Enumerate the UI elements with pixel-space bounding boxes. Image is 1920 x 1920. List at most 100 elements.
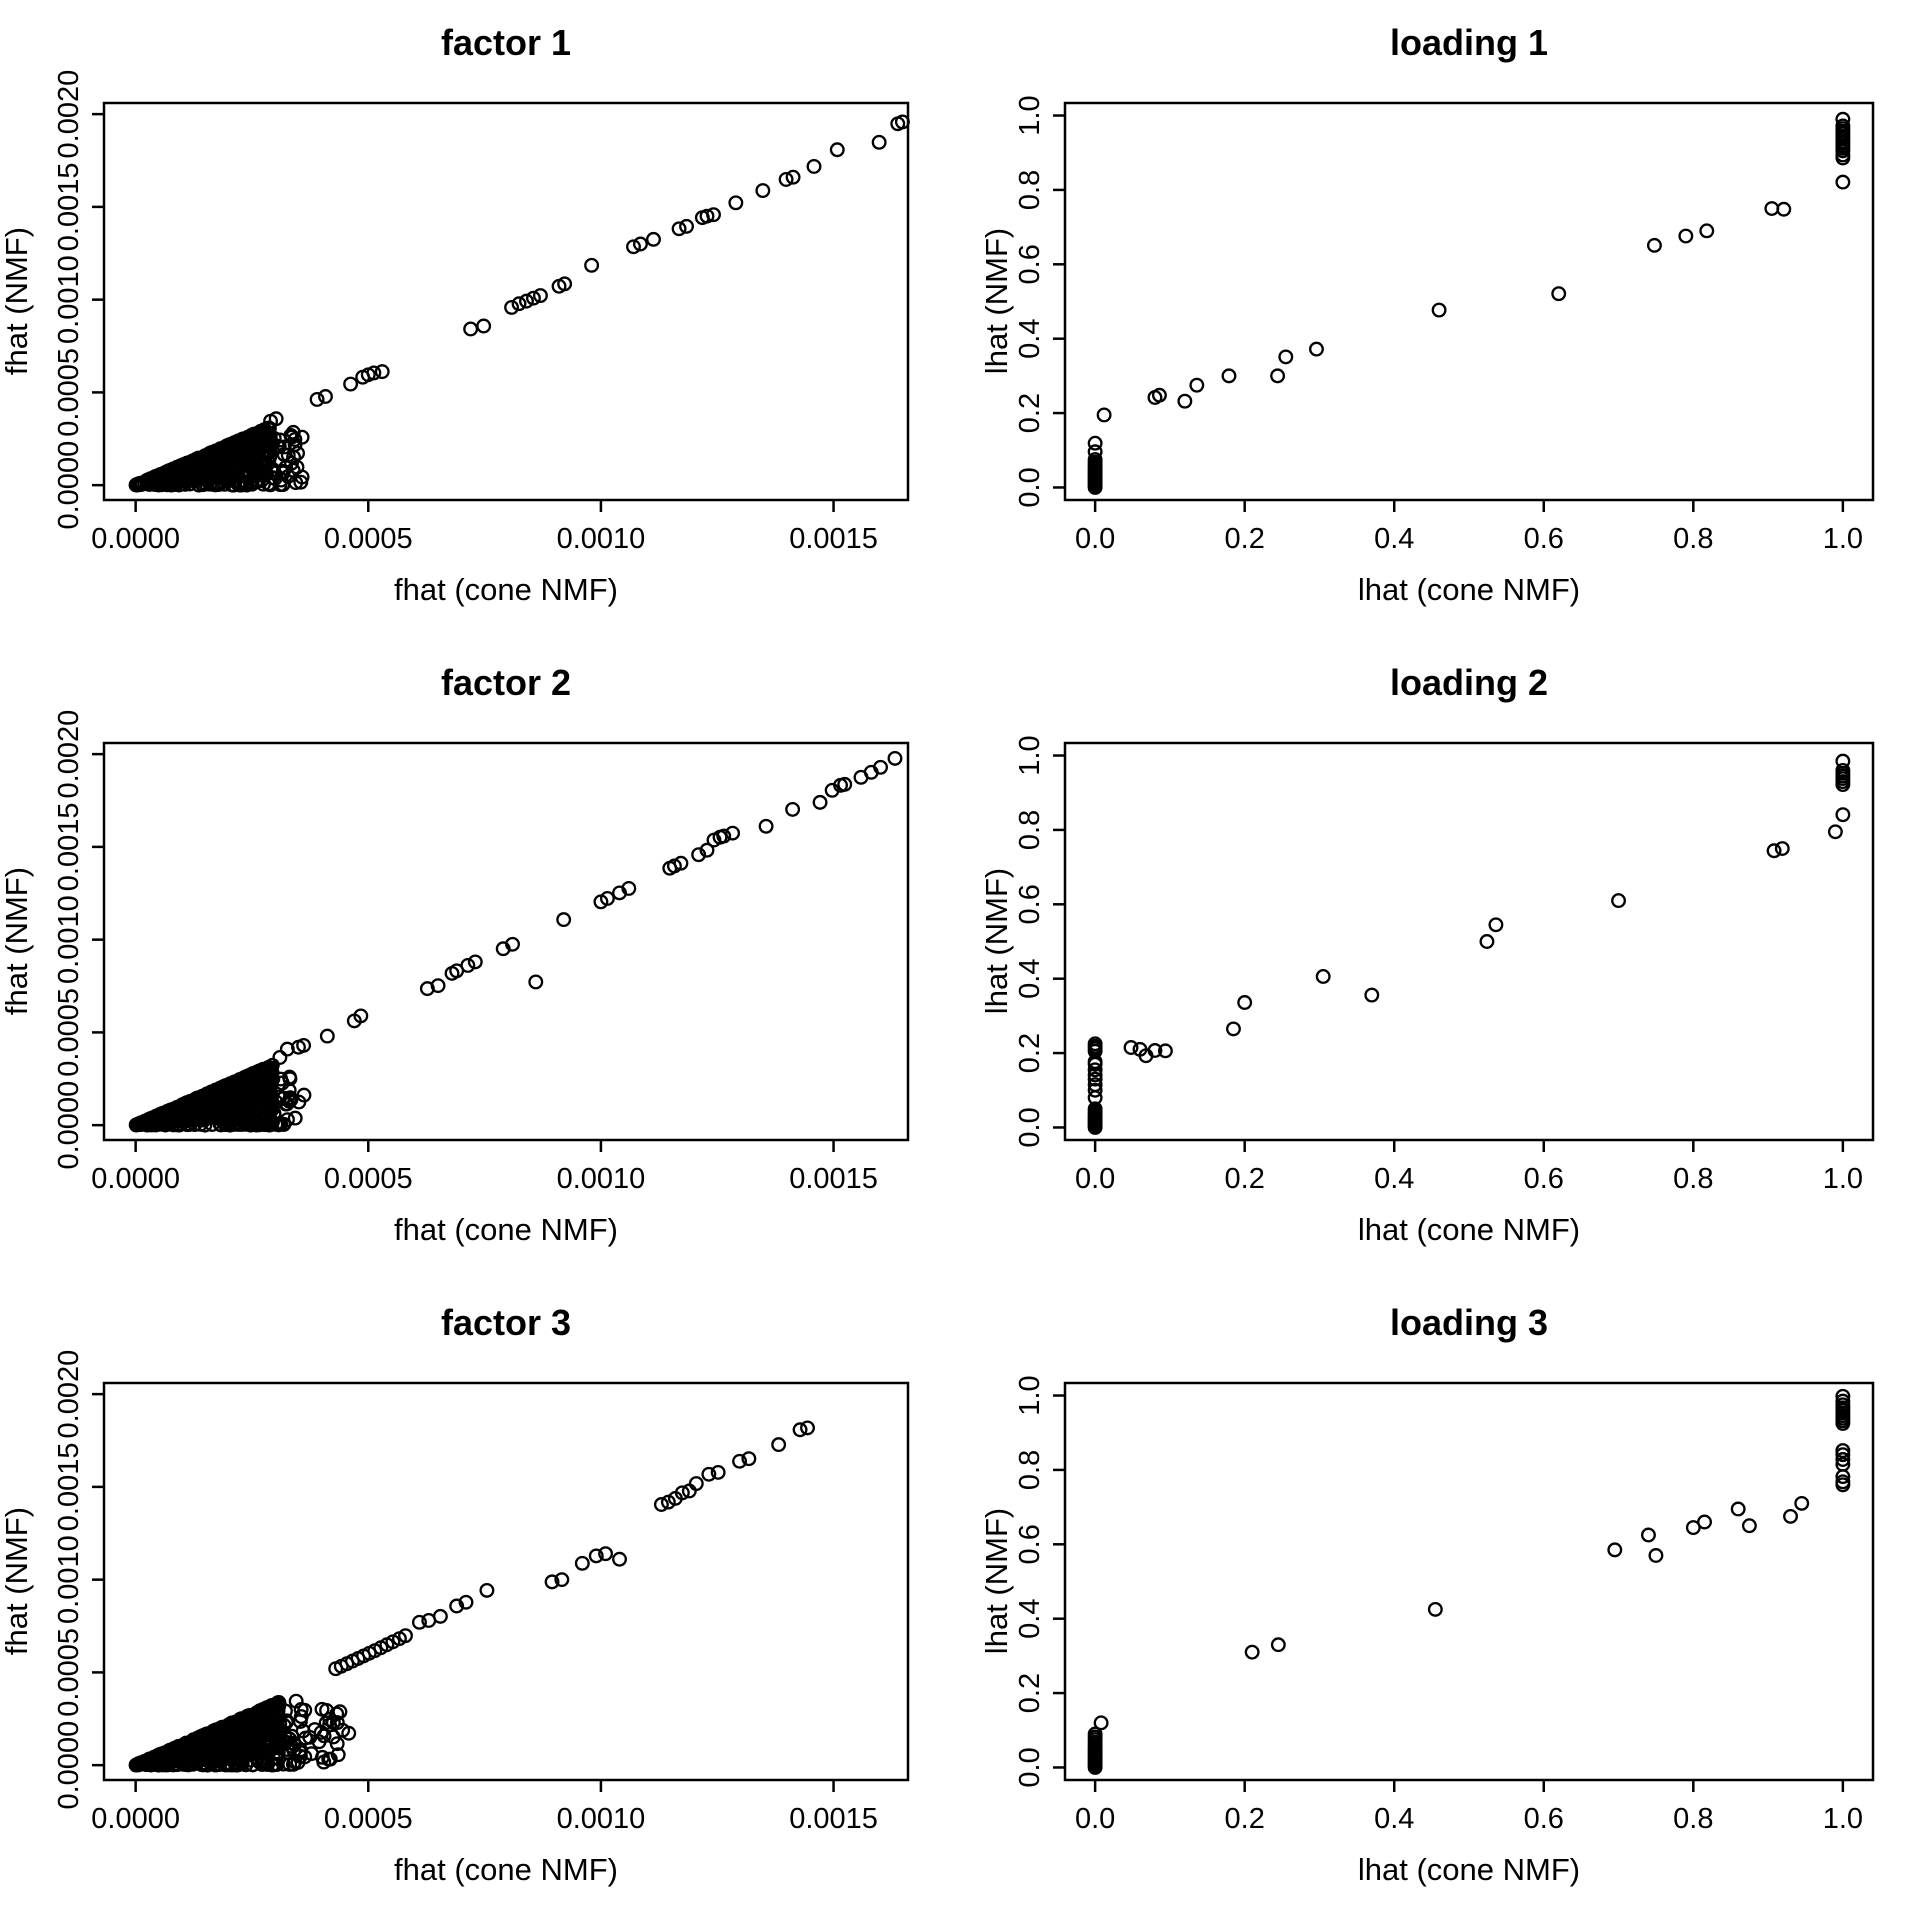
y-tick-label: 0.6 (1014, 884, 1046, 924)
data-point (272, 477, 288, 493)
data-point (264, 1116, 279, 1132)
data-point (1678, 228, 1694, 244)
data-point (1794, 1495, 1810, 1511)
y-tick-label: 0.2 (1014, 393, 1046, 433)
y-axis-label: fhat (NMF) (0, 1507, 34, 1655)
data-point (476, 318, 492, 334)
data-point (691, 847, 707, 863)
panel-loading-2: 0.0 0.2 0.4 0.6 0.8 1.0 0.0 0.2 0.4 0.6 0.8 1.0 loa… (960, 640, 1920, 1280)
data-point (1835, 174, 1851, 190)
y-tick-label: 0.6 (1014, 1524, 1046, 1564)
y-tick-label: 1.0 (1014, 1375, 1046, 1415)
data-point (1087, 1726, 1103, 1742)
data-point (206, 455, 222, 471)
data-point (329, 1706, 345, 1722)
x-axis-label: fhat (cone NMF) (394, 1212, 618, 1247)
data-point (532, 288, 548, 304)
data-point (1648, 1548, 1664, 1563)
data-point (758, 818, 774, 834)
x-tick-label: 0.0 (1075, 1803, 1115, 1835)
data-point (287, 1110, 303, 1126)
data-point (1431, 302, 1447, 318)
data-point (266, 462, 282, 478)
x-tick-label: 0.0005 (324, 1803, 413, 1835)
data-point (252, 1117, 268, 1132)
data-point (710, 1464, 726, 1480)
data-point (1835, 1447, 1851, 1463)
data-point (1226, 1021, 1241, 1037)
data-point (1835, 1474, 1851, 1490)
y-tick-label: 0.4 (1014, 1599, 1046, 1639)
data-point (1087, 1082, 1103, 1098)
plot-title: loading 3 (1390, 1302, 1548, 1343)
data-point (270, 1116, 286, 1132)
data-point (1551, 286, 1567, 302)
data-point (1835, 1456, 1851, 1472)
data-point (343, 376, 359, 392)
data-point (653, 1497, 669, 1512)
data-point (1766, 843, 1782, 859)
x-tick-label: 0.8 (1673, 1163, 1713, 1195)
data-point (806, 158, 822, 174)
data-point (238, 1083, 254, 1099)
plot-area: 0.0000 0.0005 0.0010 0.00150.00000.00050.00… (53, 1350, 910, 1835)
y-tick-label: 0.8 (1014, 170, 1046, 210)
data-point (269, 1756, 285, 1772)
data-point (284, 1738, 299, 1754)
data-point (165, 1757, 181, 1773)
data-point (278, 1703, 293, 1719)
data-point (755, 183, 771, 199)
data-point (1730, 1501, 1746, 1517)
data-point (202, 476, 218, 492)
data-point (725, 825, 741, 841)
data-point (200, 1757, 216, 1773)
x-tick-label: 0.2 (1225, 1163, 1265, 1195)
y-tick-label: 0.0005 (53, 988, 85, 1077)
data-point (1783, 1508, 1798, 1524)
data-point (1488, 917, 1504, 933)
plot-area: 0.0 0.2 0.4 0.6 0.8 1.0 0.0 0.2 0.4 0.6 0.8 1.0 (1014, 1375, 1875, 1835)
data-point (1123, 1040, 1139, 1055)
data-point (1270, 368, 1286, 384)
y-tick-label: 0.0 (1014, 1747, 1046, 1787)
data-point (432, 1608, 448, 1624)
y-axis-label: lhat (NMF) (979, 868, 1014, 1014)
data-point (230, 1116, 246, 1132)
data-point (1087, 435, 1103, 451)
scatter-plot-loading-1: 0.0 0.2 0.4 0.6 0.8 1.0 0.0 0.2 0.4 0.6 0.8 1.0 loa… (979, 22, 1875, 607)
y-tick-label: 0.0010 (53, 255, 85, 344)
data-point (256, 476, 271, 492)
y-tick-label: 0.0020 (53, 1350, 85, 1439)
plot-area: 0.0 0.2 0.4 0.6 0.8 1.0 0.0 0.2 0.4 0.6 0.8 1.0 (1014, 95, 1875, 555)
x-tick-label: 0.0010 (557, 523, 646, 555)
data-point (156, 1757, 172, 1772)
data-point (699, 208, 715, 224)
data-point (812, 794, 828, 810)
data-point (197, 1117, 213, 1133)
data-point (574, 1555, 590, 1571)
data-point (1096, 407, 1112, 423)
data-point (505, 936, 520, 952)
x-tick-label: 0.2 (1225, 523, 1265, 555)
y-tick-label: 0.0 (1014, 1107, 1046, 1147)
data-point (231, 445, 247, 461)
data-point (887, 750, 903, 766)
data-point (528, 974, 544, 990)
data-point (599, 891, 615, 906)
data-point (646, 231, 661, 247)
data-point (232, 477, 247, 493)
y-tick-label: 0.4 (1014, 319, 1046, 359)
x-tick-label: 0.0005 (324, 1163, 413, 1195)
data-point (251, 436, 267, 452)
x-tick-label: 0.0010 (557, 1803, 646, 1835)
data-point (281, 1082, 297, 1098)
data-point (716, 828, 732, 844)
y-tick-label: 0.0000 (53, 1721, 85, 1810)
data-point (467, 954, 483, 970)
data-point (679, 218, 694, 234)
data-point (778, 171, 794, 187)
x-axis-label: lhat (cone NMF) (1358, 572, 1580, 607)
data-point (544, 1574, 560, 1590)
y-axis-label: fhat (NMF) (0, 867, 34, 1015)
